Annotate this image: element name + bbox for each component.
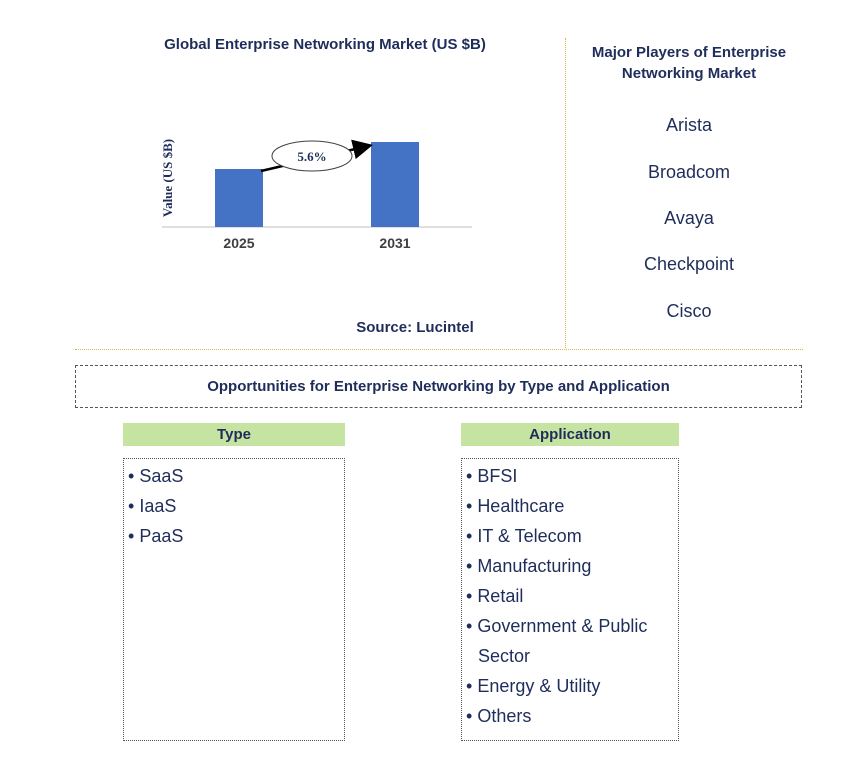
application-item: • Others xyxy=(466,706,532,726)
type-item: • IaaS xyxy=(128,496,177,516)
application-item: • Government & Public Sector xyxy=(466,616,648,666)
type-item: • PaaS xyxy=(128,526,184,546)
application-header: Application xyxy=(461,423,679,446)
bar-2025 xyxy=(215,169,263,227)
player-item: Checkpoint xyxy=(643,254,735,274)
cagr-bubble xyxy=(271,140,353,172)
type-list: • SaaS • IaaS • PaaS xyxy=(123,458,345,741)
cagr-label: 5.6% xyxy=(297,149,326,164)
bar-chart: 2025 2031 Value (US $B) 5.6% xyxy=(160,139,472,251)
application-item: • Healthcare xyxy=(466,496,565,516)
application-item: • Manufacturing xyxy=(466,556,592,576)
y-axis-label: Value (US $B) xyxy=(160,139,175,217)
vertical-divider xyxy=(565,38,566,348)
x-tick-label: 2025 xyxy=(223,235,254,251)
type-item: • SaaS xyxy=(128,466,184,486)
application-item: • Energy & Utility xyxy=(466,676,601,696)
application-list: • BFSI • Healthcare • IT & Telecom • Man… xyxy=(461,458,679,741)
player-item: Broadcom xyxy=(647,162,731,182)
bar-2031 xyxy=(371,142,419,227)
x-tick-label: 2031 xyxy=(379,235,410,251)
application-header-label: Application xyxy=(529,426,611,443)
type-header-label: Type xyxy=(217,426,251,443)
player-item: Cisco xyxy=(666,301,712,321)
application-item: • Retail xyxy=(466,586,524,606)
application-item: • BFSI xyxy=(466,466,518,486)
chart-source: Source: Lucintel xyxy=(356,319,474,336)
player-item: Avaya xyxy=(664,208,714,228)
opportunities-banner: Opportunities for Enterprise Networking … xyxy=(75,365,802,408)
chart-title: Global Enterprise Networking Market (US … xyxy=(164,36,486,53)
players-title: Major Players of Enterprise Networking M… xyxy=(591,44,787,82)
type-header: Type xyxy=(123,423,345,446)
opportunities-title: Opportunities for Enterprise Networking … xyxy=(207,378,670,395)
player-item: Arista xyxy=(665,115,712,135)
application-item: • IT & Telecom xyxy=(466,526,582,546)
horizontal-divider xyxy=(75,349,803,350)
